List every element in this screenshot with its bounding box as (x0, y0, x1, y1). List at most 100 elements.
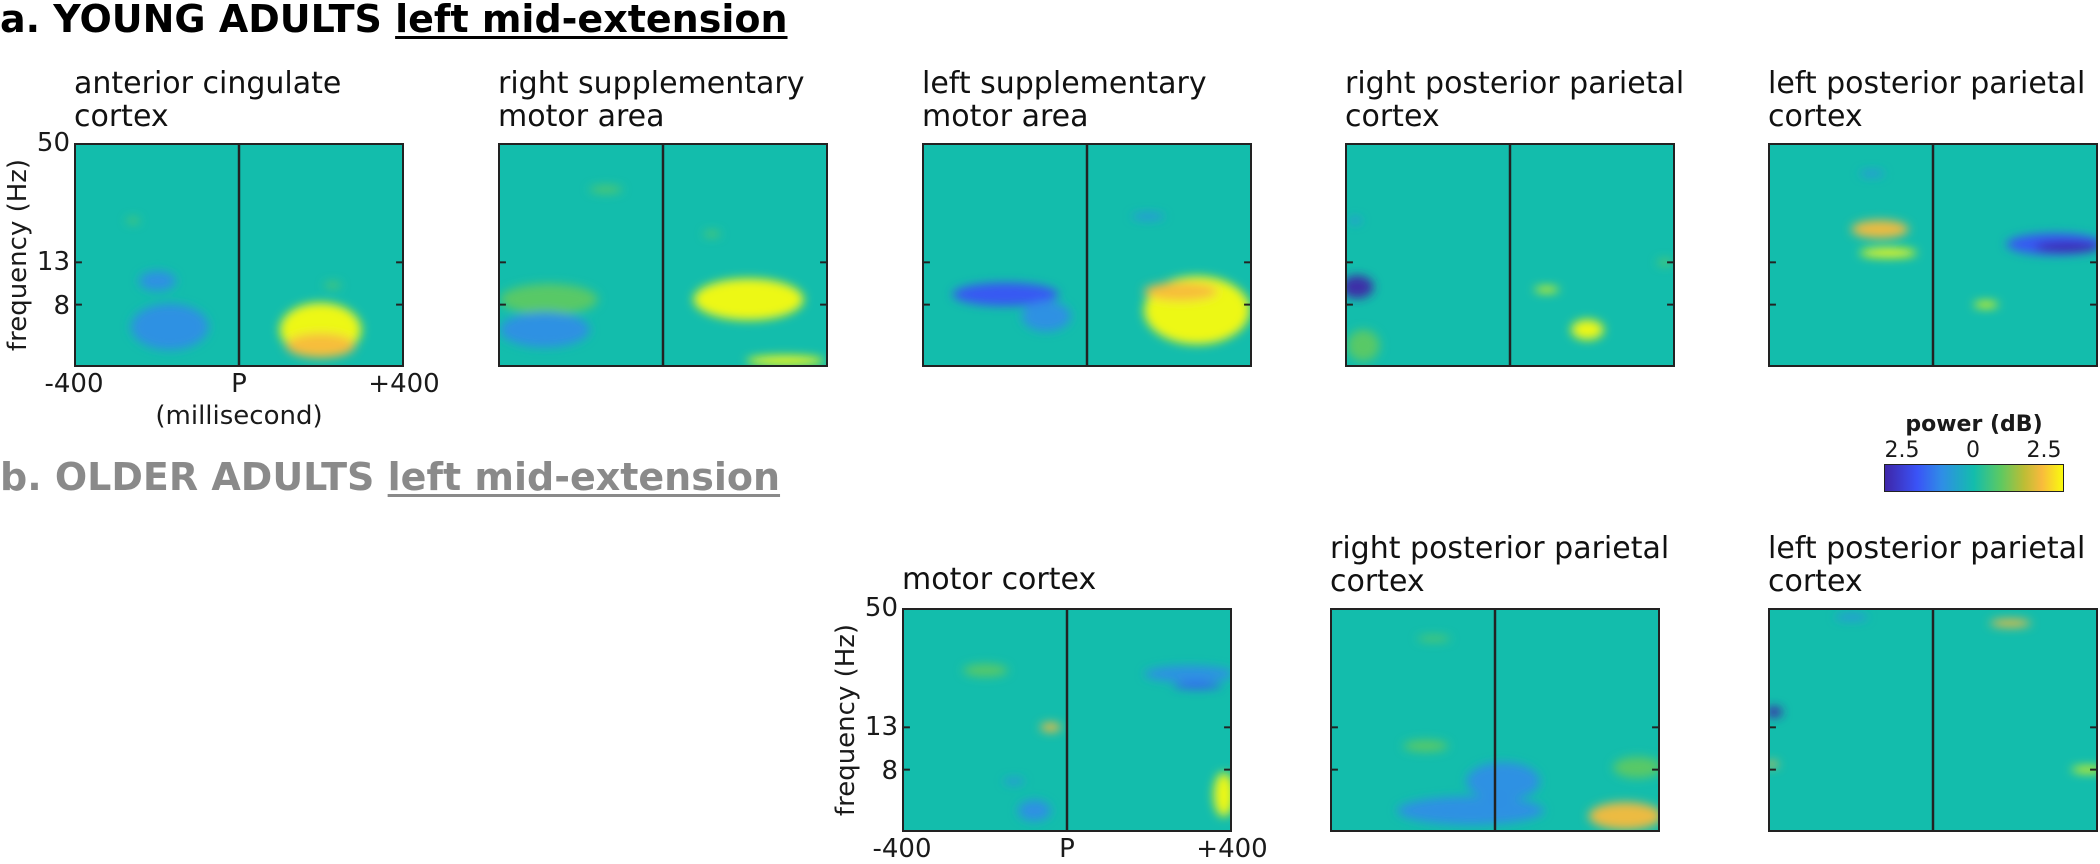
power-cluster (285, 333, 356, 358)
power-cluster (500, 283, 598, 315)
section-title-older: b. OLDER ADULTS left mid-extension (0, 455, 781, 499)
heatmap-panel (902, 608, 1232, 832)
power-cluster (1534, 286, 1559, 293)
power-cluster (1144, 282, 1218, 301)
power-cluster (1172, 682, 1222, 689)
y-tick-label: 8 (53, 290, 70, 321)
heatmap-svg (1770, 145, 2096, 365)
panel-title: right posterior parietal cortex (1345, 67, 1684, 133)
condition-label: left mid-extension (387, 455, 781, 499)
power-cluster (1466, 762, 1540, 801)
power-cluster (1144, 665, 1230, 682)
heatmap-svg (1347, 145, 1673, 365)
panel-title-line: right posterior parietal (1330, 531, 1670, 566)
x-tick-label: -400 (44, 369, 104, 399)
panel-title-line: cortex (1345, 99, 1440, 134)
heatmap-panel (74, 143, 404, 367)
panel-title-line: motor cortex (902, 562, 1097, 597)
heatmap-svg (76, 145, 402, 365)
power-cluster (1859, 170, 1885, 177)
y-tick-label: 50 (36, 128, 70, 158)
panel-title: left posterior parietal cortex (1768, 532, 2085, 598)
power-cluster (1990, 619, 2031, 628)
power-cluster (1397, 796, 1544, 825)
panel-title-line: left posterior parietal (1768, 66, 2086, 101)
power-cluster (1021, 301, 1071, 332)
section-title-young: a. YOUNG ADULTS left mid-extension (0, 0, 788, 38)
power-cluster (1770, 761, 1779, 768)
panel-title: left supplementary motor area (922, 67, 1207, 133)
colorbar-tick-zero: 0 (1966, 438, 1980, 463)
panel-title-line: cortex (1330, 564, 1425, 599)
colorbar-tick-max: 2.5 (2026, 438, 2062, 463)
power-cluster (1588, 802, 1658, 830)
x-tick-label: -400 (872, 834, 932, 864)
panel-title-line: motor area (922, 99, 1089, 134)
power-cluster (746, 355, 824, 365)
power-cluster (589, 186, 623, 193)
power-cluster (139, 270, 176, 291)
y-tick-label: 13 (36, 247, 70, 278)
y-axis-label: frequency (Hz) (831, 623, 861, 817)
power-cluster (1417, 635, 1451, 642)
heatmap-svg (500, 145, 826, 365)
x-tick-label: P (231, 369, 247, 399)
power-cluster (500, 312, 590, 348)
y-tick-label: 8 (881, 755, 898, 786)
heatmap-panel (1768, 143, 2098, 367)
power-cluster (1403, 740, 1449, 752)
heatmap-panel (922, 143, 1252, 367)
power-cluster (1347, 329, 1380, 362)
power-cluster (1859, 248, 1917, 258)
power-cluster (324, 282, 341, 289)
power-cluster (2071, 766, 2096, 773)
heatmap-panel (1345, 143, 1675, 367)
x-tick-label: +400 (1196, 834, 1268, 864)
panel-title-line: cortex (1768, 564, 1863, 599)
colorbar-tick-min: 2.5 (1884, 438, 1920, 463)
power-cluster (1835, 614, 1868, 621)
power-cluster (1347, 275, 1374, 299)
power-cluster (703, 231, 721, 237)
power-cluster (1018, 800, 1051, 822)
heatmap-svg (904, 610, 1230, 830)
panel-title-line: motor area (498, 99, 665, 134)
heatmap-panel (1330, 608, 1660, 832)
panel-title: anterior cingulate cortex (74, 67, 341, 133)
power-cluster (1131, 213, 1165, 220)
power-cluster (952, 282, 1059, 307)
heatmap-svg (924, 145, 1250, 365)
panel-title: motor cortex (902, 563, 1096, 596)
power-cluster (693, 278, 804, 321)
panel-title-line: cortex (1768, 99, 1863, 134)
heatmap-svg (1332, 610, 1658, 830)
power-cluster (131, 303, 209, 350)
colorbar-gradient (1884, 464, 2064, 492)
panel-title: right posterior parietal cortex (1330, 532, 1669, 598)
power-cluster (1571, 319, 1604, 340)
heatmap-panel (498, 143, 828, 367)
panel-title-line: right posterior parietal (1345, 66, 1685, 101)
y-tick-label: 13 (864, 712, 898, 743)
power-cluster (1349, 217, 1362, 224)
y-tick-label: 50 (864, 593, 898, 623)
panel-title-line: right supplementary (498, 66, 805, 101)
condition-label: left mid-extension (395, 0, 788, 41)
power-cluster (1973, 301, 1999, 308)
power-cluster (1040, 722, 1061, 733)
power-cluster (963, 664, 1008, 677)
panel-title-line: left supplementary (922, 66, 1207, 101)
x-axis-unit: (millisecond) (155, 401, 323, 431)
panel-title: right supplementary motor area (498, 67, 804, 133)
power-cluster (1770, 706, 1783, 718)
power-cluster (126, 217, 140, 224)
panel-title-line: anterior cingulate (74, 66, 342, 101)
colorbar-title: power (dB) (1905, 412, 2043, 437)
power-cluster (2034, 241, 2096, 253)
y-axis-label: frequency (Hz) (3, 158, 33, 352)
power-cluster (1003, 778, 1025, 785)
x-tick-label: P (1059, 834, 1075, 864)
power-cluster (1213, 772, 1230, 817)
power-cluster (1851, 220, 1909, 239)
heatmap-panel (1768, 608, 2098, 832)
